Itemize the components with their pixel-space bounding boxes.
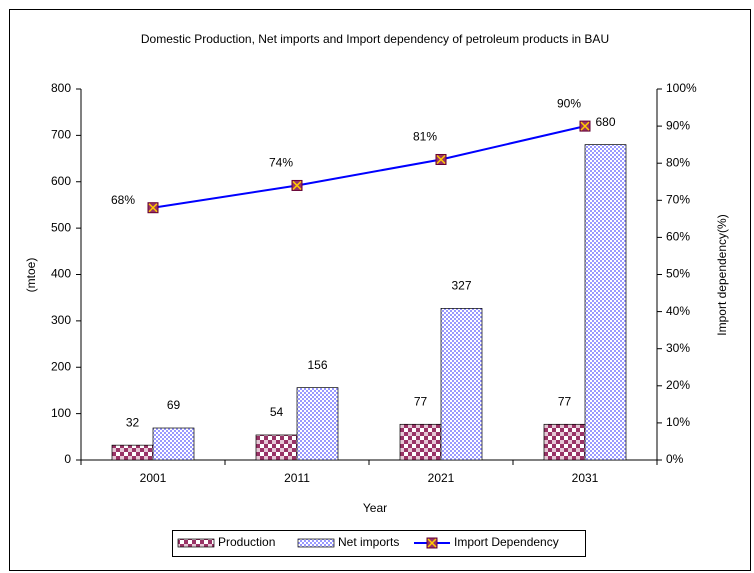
bar-value-label: 54: [270, 405, 284, 419]
y-axis-title: (mtoe): [24, 258, 38, 293]
marker-cross: [580, 121, 590, 131]
bar-value-label: 327: [451, 279, 471, 293]
line-value-label: 68%: [111, 193, 135, 207]
marker-cross: [292, 180, 302, 190]
bar: [543, 423, 586, 461]
y-tick-label: 500: [51, 220, 71, 234]
y2-tick-label: 100%: [666, 81, 697, 95]
bar-value-label: 69: [167, 398, 181, 412]
bar: [399, 423, 442, 461]
y-tick-label: 400: [51, 267, 71, 281]
legend-label: Production: [218, 535, 275, 549]
legend-swatch: [177, 538, 215, 548]
bar-value-label: 77: [558, 394, 572, 408]
y2-tick-label: 20%: [666, 378, 690, 392]
y2-tick-label: 70%: [666, 192, 690, 206]
x-tick-label: 2011: [284, 471, 310, 485]
y-tick-label: 800: [51, 81, 71, 95]
bar-value-label: 680: [595, 115, 615, 129]
bar-value-label: 156: [307, 358, 327, 372]
line: [152, 125, 586, 209]
y2-tick-label: 0%: [666, 452, 684, 466]
line-value-label: 81%: [413, 130, 437, 144]
legend-swatch: [297, 538, 335, 548]
frame: [9, 9, 751, 571]
y2-tick-label: 60%: [666, 230, 690, 244]
legend-label: Import Dependency: [454, 535, 559, 549]
y-tick-label: 100: [51, 406, 71, 420]
y2-tick-label: 80%: [666, 155, 690, 169]
bar-value-label: 32: [126, 415, 140, 429]
x-tick-label: 2031: [572, 471, 599, 485]
y-tick-label: 0: [64, 452, 71, 466]
bar: [440, 308, 483, 461]
marker-cross: [436, 154, 446, 165]
y2-tick-label: 40%: [666, 304, 690, 318]
bar-value-label: 77: [414, 394, 428, 408]
bar: [111, 444, 154, 461]
bar: [296, 387, 339, 461]
marker-cross: [148, 203, 158, 213]
y2-tick-label: 90%: [666, 118, 690, 132]
legend-box: [172, 530, 586, 557]
x-tick-label: 2001: [140, 471, 167, 485]
y-tick-label: 300: [51, 313, 71, 327]
line-value-label: 74%: [269, 156, 293, 170]
y2-tick-label: 10%: [666, 415, 690, 429]
bar: [584, 144, 627, 461]
y2-tick-label: 30%: [666, 341, 690, 355]
chart-title: Domestic Production, Net imports and Imp…: [141, 32, 609, 46]
y-tick-label: 700: [51, 128, 71, 142]
marker-cross: [427, 538, 437, 548]
bar: [152, 427, 195, 461]
y2-tick-label: 50%: [666, 267, 690, 281]
line-value-label: 90%: [557, 96, 581, 110]
y-tick-label: 600: [51, 174, 71, 188]
y-tick-label: 200: [51, 359, 71, 373]
x-tick-label: 2021: [428, 471, 455, 485]
y2-axis-title: Import dependency(%): [715, 214, 729, 335]
x-axis-title: Year: [363, 501, 387, 515]
legend-label: Net imports: [338, 535, 399, 549]
bar: [255, 434, 298, 461]
